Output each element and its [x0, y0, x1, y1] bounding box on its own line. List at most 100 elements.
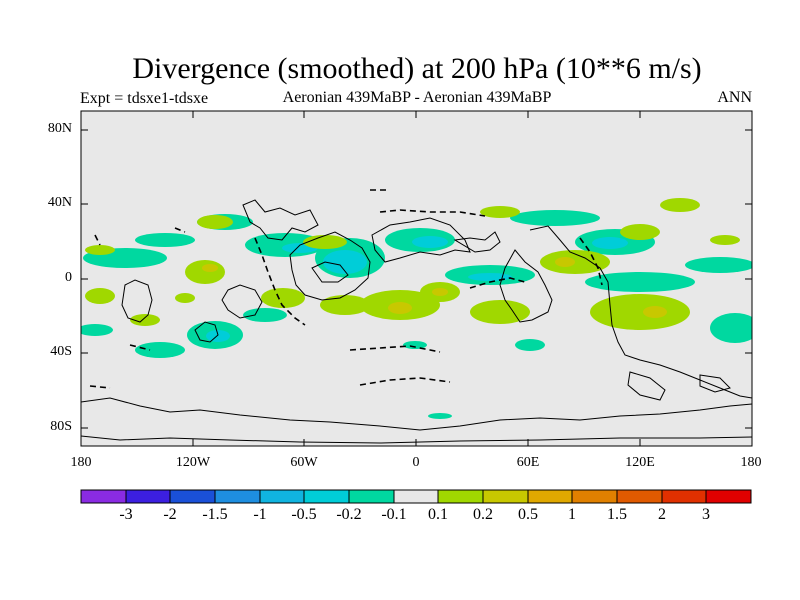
divergence-area	[130, 314, 160, 326]
convergence-area	[510, 210, 600, 226]
divergence-field	[81, 189, 752, 444]
colorbar-label: 0.1	[428, 506, 448, 523]
convergence-core	[592, 237, 628, 249]
colorbar-box	[125, 489, 171, 504]
margin-line	[579, 237, 603, 286]
colorbar-label: -1.5	[202, 506, 228, 523]
lon-label: 120E	[625, 455, 655, 470]
convergence-area	[135, 233, 195, 247]
divergence-core	[202, 264, 218, 272]
divergence-areas	[85, 198, 740, 330]
convergence-area	[135, 342, 185, 358]
strong-convergence-areas	[206, 236, 628, 342]
colorbar-box	[303, 489, 350, 504]
colorbar-box	[661, 489, 707, 504]
colorbar-label: -1	[253, 506, 267, 523]
divergence-area	[320, 295, 370, 315]
colorbar-label: 3	[702, 506, 710, 523]
lon-label: 180	[740, 455, 762, 470]
period-label: Aeronian 439MaBP - Aeronian 439MaBP	[282, 89, 552, 106]
convergence-area	[243, 308, 287, 322]
divergence-area	[590, 294, 690, 330]
convergence-core	[412, 236, 448, 248]
divergence-area	[620, 224, 660, 240]
lat-label: 80N	[47, 121, 72, 136]
divergence-area	[185, 260, 225, 284]
colorbar-label: 0.5	[518, 506, 538, 523]
margin-line	[254, 237, 306, 326]
colorbar	[80, 489, 752, 504]
divergence-area	[261, 288, 305, 308]
coastline	[194, 321, 219, 343]
colorbar-box	[616, 489, 663, 504]
margin-line	[469, 277, 526, 289]
convergence-core	[468, 273, 512, 281]
convergence-core	[323, 250, 367, 274]
colorbar-box	[482, 489, 529, 504]
margin-line	[359, 377, 451, 386]
convergence-area	[515, 339, 545, 351]
colorbar-box	[437, 489, 484, 504]
divergence-core	[643, 306, 667, 318]
colorbar-label: -3	[119, 506, 133, 523]
divergence-area	[480, 206, 520, 218]
colorbar-label: 2	[658, 506, 666, 523]
coastline	[311, 261, 349, 283]
lon-label: 120W	[175, 455, 211, 470]
lon-label: 180	[70, 455, 92, 470]
continent-outlines	[81, 199, 752, 444]
coastline	[627, 371, 666, 401]
divergence-area	[470, 300, 530, 324]
colorbar-label: 1	[568, 506, 576, 523]
coastline	[221, 284, 263, 319]
divergence-area	[85, 288, 115, 304]
divergence-core	[388, 302, 412, 314]
colorbar-box	[348, 489, 395, 504]
divergence-area	[660, 198, 700, 212]
lon-label: 60W	[290, 455, 318, 470]
margin-line	[379, 209, 486, 217]
dashed-margins	[89, 189, 603, 389]
coastline	[529, 225, 752, 399]
coastline	[499, 249, 553, 323]
divergence-core	[432, 288, 448, 296]
coastline	[371, 217, 471, 263]
coastline	[81, 435, 752, 444]
colorbar-box	[214, 489, 261, 504]
lat-label: 80S	[50, 419, 72, 434]
margin-line	[89, 385, 111, 389]
colorbar-label: -0.1	[381, 506, 407, 523]
coastline	[81, 397, 752, 431]
lat-label: 40N	[47, 195, 72, 210]
convergence-area	[403, 341, 427, 349]
coastline	[453, 231, 501, 253]
divergence-area	[175, 293, 195, 303]
margin-line	[349, 345, 441, 353]
coastline	[121, 279, 153, 323]
coastline	[699, 374, 731, 393]
colorbar-box	[169, 489, 216, 504]
season-label: ANN	[717, 89, 752, 106]
colorbar-label: 0.2	[473, 506, 493, 523]
strong-divergence-areas	[202, 257, 667, 318]
convergence-area	[81, 324, 113, 336]
colorbar-label: -0.5	[291, 506, 317, 523]
convergence-area	[585, 272, 695, 292]
lat-label: 40S	[50, 344, 72, 359]
coastline	[289, 231, 371, 301]
margin-line	[129, 344, 151, 351]
convergence-area	[685, 257, 752, 273]
lon-label: 60E	[516, 455, 540, 470]
coastline	[242, 199, 319, 241]
colorbar-box	[705, 489, 752, 504]
colorbar-box	[259, 489, 305, 504]
margin-line	[174, 227, 186, 233]
colorbar-box	[571, 489, 618, 504]
plot-title: Divergence (smoothed) at 200 hPa (10**6 …	[132, 52, 702, 85]
colorbar-label: -0.2	[336, 506, 362, 523]
margin-line	[94, 234, 101, 246]
convergence-area	[710, 313, 752, 343]
colorbar-box	[527, 489, 573, 504]
axis-ticks	[81, 111, 752, 446]
